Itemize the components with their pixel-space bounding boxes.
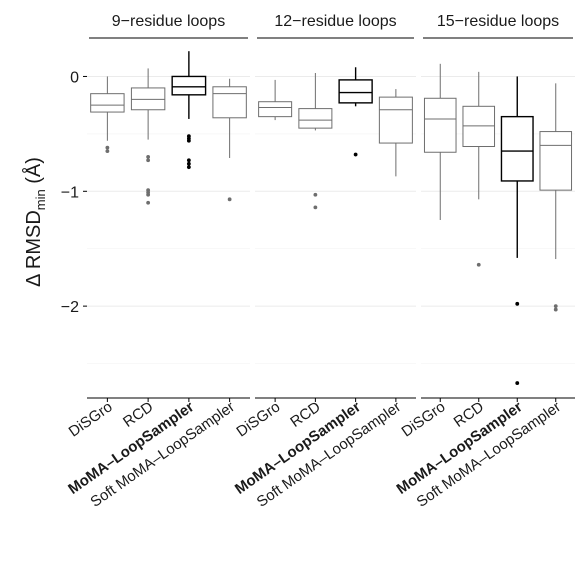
box-disgro [423,63,457,220]
box-rcd [130,68,166,205]
box-iqr [462,105,496,148]
outlier-point [146,200,151,205]
outlier-point [313,205,318,210]
outlier-point [146,158,151,163]
y-axis: 0 −1 −2 [61,69,87,316]
y-axis-title-unit: (Å) [22,157,45,189]
box-iqr [258,101,293,118]
box-iqr [212,86,247,119]
outlier-point [313,192,318,197]
outlier-point [186,161,191,166]
box-moma-loopsampler [171,51,207,170]
box-moma-loopsampler [338,67,373,157]
box-iqr [130,87,166,111]
box-moma-loopsampler [500,76,534,385]
box-soft-moma-loopsampler [539,83,573,312]
outlier-point [146,154,151,159]
panel-title: 12−residue loops [274,13,396,30]
box-iqr [423,97,457,153]
box-iqr [500,115,534,182]
outlier-point [553,307,558,312]
box-iqr [90,93,125,113]
outlier-point [186,158,191,163]
box-iqr [539,131,573,191]
box-iqr [171,75,207,96]
outlier-point [105,149,110,153]
box-disgro [258,79,293,121]
outlier-point [476,262,481,267]
box-iqr [338,79,373,104]
x-tick-label: DiSGro [233,398,283,440]
outlier-point [515,301,520,306]
outlier-point [515,381,520,385]
grid-layer [87,75,575,364]
outlier-point [353,152,358,157]
box-soft-moma-loopsampler [378,89,413,177]
outlier-point [186,138,191,143]
box-iqr [378,96,413,144]
outlier-point [186,165,191,170]
box-iqr [298,108,333,129]
outlier-point [105,145,110,150]
y-axis-title: Δ RMSDmin (Å) [22,157,48,287]
x-tick-label: DiSGro [66,398,116,440]
y-axis-label: Δ RMSDmin (Å) [22,157,48,287]
box-rcd [298,73,333,210]
panel-title: 9−residue loops [112,13,225,30]
panel-title: 15−residue loops [437,13,559,30]
outlier-point [553,304,558,309]
x-tick-label: DiSGro [399,398,449,440]
box-soft-moma-loopsampler [212,78,247,202]
y-axis-title-subscript: min [33,189,48,210]
outlier-point [146,192,151,197]
y-axis-title-main: Δ RMSD [23,210,45,287]
box-rcd [462,71,496,267]
y-tick-label: 0 [70,69,79,86]
y-tick-label: −1 [61,184,79,201]
outlier-point [227,197,232,202]
box-disgro [90,76,125,153]
y-tick-label: −2 [61,299,79,316]
